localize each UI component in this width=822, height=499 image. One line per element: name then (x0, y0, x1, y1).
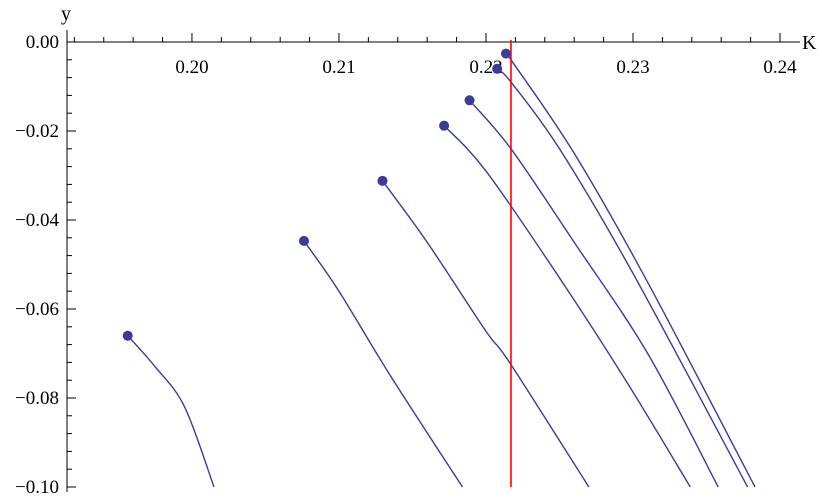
y-tick-label: −0.02 (15, 121, 59, 142)
series-line-3 (381, 180, 590, 488)
series-line-4 (443, 125, 691, 488)
y-tick-label: −0.06 (15, 299, 59, 320)
y-tick-label: −0.08 (15, 388, 59, 409)
series-line-6 (496, 68, 749, 488)
markers-group (122, 48, 511, 341)
start-point-marker-1 (122, 330, 133, 341)
ticks: 0.20 0.21 0.22 0.23 0.240.00−0.02−0.04−0.06−… (15, 32, 797, 498)
series-line-5 (468, 99, 719, 488)
start-point-marker-6 (492, 63, 503, 74)
x-tick-label: 0.23 (616, 57, 649, 78)
y-tick-label: −0.04 (15, 210, 59, 231)
start-point-marker-2 (298, 235, 309, 246)
x-tick-label: 0.21 (322, 57, 355, 78)
y-axis-label: y (61, 3, 71, 25)
start-point-marker-7 (500, 48, 511, 59)
y-tick-label: 0.00 (26, 32, 59, 53)
x-tick-label: 0.24 (763, 57, 797, 78)
x-axis-label: K (802, 32, 817, 54)
start-point-marker-5 (464, 95, 475, 106)
series-group (127, 50, 756, 488)
start-point-marker-3 (377, 175, 388, 186)
y-tick-label: −0.10 (15, 477, 59, 498)
x-tick-label: 0.20 (175, 57, 208, 78)
series-line-1 (127, 335, 215, 488)
axes (66, 30, 800, 492)
series-line-2 (303, 240, 464, 488)
start-point-marker-4 (439, 120, 450, 131)
